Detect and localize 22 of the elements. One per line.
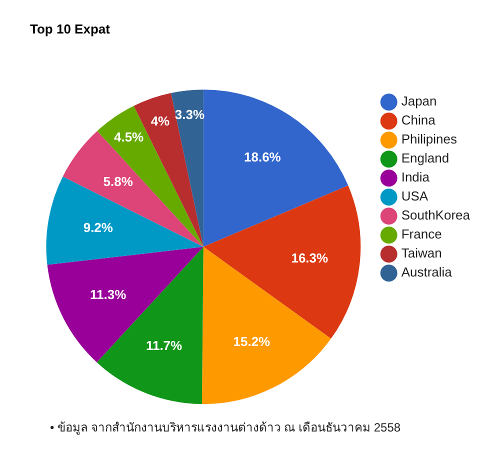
- data-label: 11.7%: [146, 338, 183, 353]
- text: • ข้อมูล จากสำนักงานบริหารแรงงานต่างด้าว ณ เดือนธันวาคม 2558: [50, 420, 401, 436]
- legend-label: China: [401, 112, 436, 128]
- legend-label: Philipines: [401, 132, 458, 147]
- data-label: 11.3%: [90, 286, 127, 302]
- legend-label: Japan: [401, 94, 437, 109]
- legend-label: USA: [401, 188, 428, 204]
- legend-label: England: [401, 150, 450, 166]
- data-label: 4%: [150, 114, 170, 129]
- data-label: 9.2%: [83, 220, 114, 235]
- legend-label: Australia: [401, 264, 453, 280]
- data-label: 5.8%: [103, 174, 134, 190]
- data-label: 18.6%: [244, 149, 282, 164]
- legend-label: Taiwan: [401, 246, 442, 261]
- data-label: 16.3%: [291, 250, 329, 266]
- data-label: 4.5%: [114, 129, 144, 144]
- legend-label: India: [401, 170, 430, 185]
- chart-title: Top 10 Expat: [30, 21, 111, 36]
- data-label: 15.2%: [233, 334, 271, 349]
- data-label: 3.3%: [174, 107, 205, 122]
- legend-label: SouthKorea: [401, 208, 471, 223]
- legend-label: France: [401, 226, 442, 242]
